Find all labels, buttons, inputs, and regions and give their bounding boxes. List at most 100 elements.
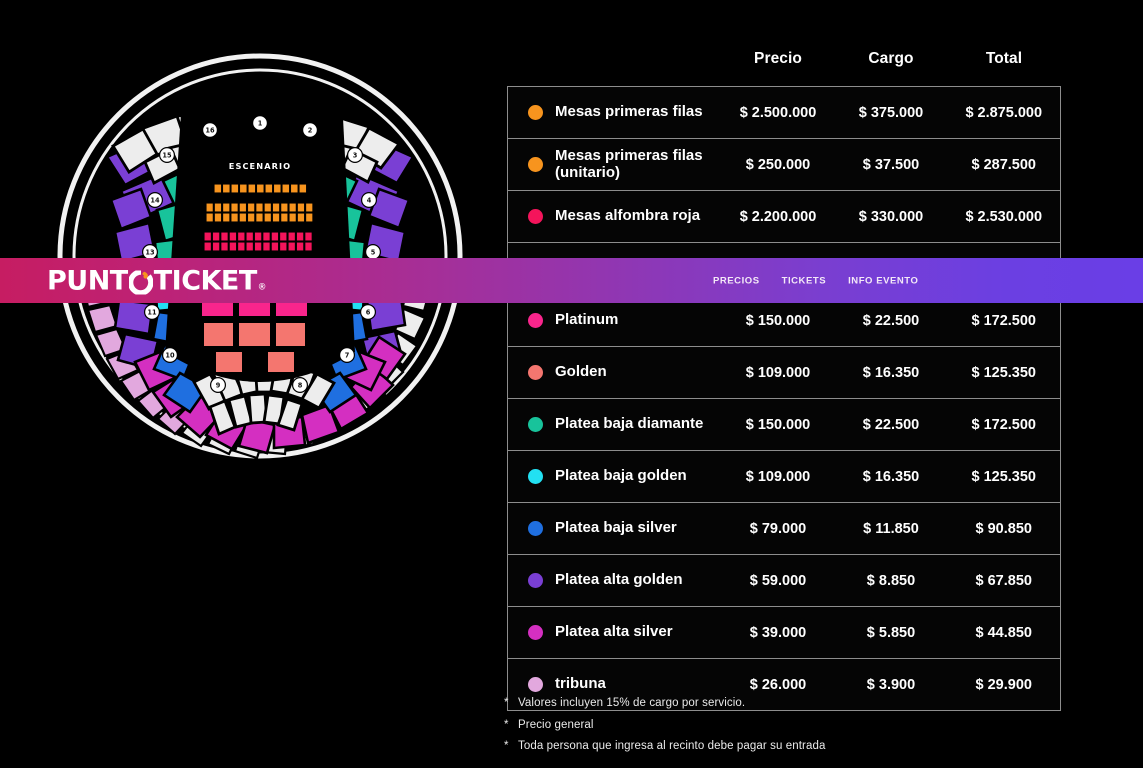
nav-item-precios[interactable]: PRECIOS [713,275,760,286]
row-category-cell: tribuna [507,658,722,711]
row-total-cell: $ 125.350 [947,450,1061,503]
stage-label: ESCENARIO [229,161,292,171]
svg-text:11: 11 [147,309,157,317]
site-banner: PUNT TICKET ® PRECIOS TICKETS INFO EVENTO [0,258,1143,303]
table-header-row: Precio Cargo Total [508,50,1061,87]
zone-color-dot-icon [528,624,543,640]
table-row[interactable]: Mesas primeras filas $ 2.500.000 $ 375.000… [507,86,1061,139]
row-category-cell: Platea alta golden [507,554,722,607]
row-cargo-cell: $ 330.000 [834,190,948,243]
row-total-cell: $ 44.850 [947,606,1061,659]
svg-text:15: 15 [162,152,172,160]
table-row[interactable]: Golden $ 109.000 $ 16.350 $ 125.350 [507,346,1061,399]
row-precio-cell: $ 150.000 [721,398,835,451]
header-cargo: Cargo [868,50,914,67]
row-cargo-cell: $ 3.900 [834,658,948,711]
row-precio-cell: $ 26.000 [721,658,835,711]
zone-label: Mesas primeras filas [555,103,703,121]
header-total: Total [985,50,1023,67]
row-total-cell: $ 125.350 [947,346,1061,399]
zone-color-dot-icon [528,676,543,692]
row-cargo-cell: $ 11.850 [834,502,948,555]
svg-text:8: 8 [298,382,303,390]
zone-color-dot-icon [528,312,543,328]
row-total-cell: $ 2.875.000 [947,86,1061,139]
table-row[interactable]: tribuna $ 26.000 $ 3.900 $ 29.900 [507,658,1061,711]
floor-mesas-alfombra-roja[interactable] [203,231,313,252]
logo-text-part1: PUNT [47,265,128,296]
row-cargo-cell: $ 22.500 [834,398,948,451]
table-row[interactable]: Platea baja golden $ 109.000 $ 16.350 $ 125… [507,450,1061,503]
row-total-cell: $ 287.500 [947,138,1061,191]
table-row[interactable]: Platea alta silver $ 39.000 $ 5.850 $ 44.85… [507,606,1061,659]
floor-mesas-primeras-filas[interactable] [205,183,314,223]
row-category-cell: Golden [507,346,722,399]
row-cargo-cell: $ 16.350 [834,450,948,503]
svg-text:1: 1 [258,120,263,128]
row-precio-cell: $ 109.000 [721,346,835,399]
price-table-head: Precio Cargo Total [508,50,1061,87]
table-row[interactable]: Platea baja diamante $ 150.000 $ 22.500 $ 1… [507,398,1061,451]
footnote: * Toda persona que ingresa al recinto deb… [504,740,1104,752]
row-total-cell: $ 90.850 [947,502,1061,555]
header-category [508,50,722,87]
svg-text:7: 7 [345,352,350,360]
row-total-cell: $ 29.900 [947,658,1061,711]
arena-outer-ring [57,53,463,459]
row-cargo-cell: $ 16.350 [834,346,948,399]
zone-label: Platea alta silver [555,623,673,641]
row-category-cell: Platea baja golden [507,450,722,503]
svg-text:4: 4 [367,197,372,205]
svg-text:14: 14 [150,197,160,205]
zone-color-dot-icon [528,520,543,536]
footnote-text: Valores incluyen 15% de cargo por servic… [518,697,746,709]
row-precio-cell: $ 59.000 [721,554,835,607]
nav-item-info-evento[interactable]: INFO EVENTO [848,275,919,286]
table-row[interactable]: Mesas primeras filas (unitario) $ 250.000… [507,138,1061,191]
price-table-container: Precio Cargo Total Mesas primeras filas $… [507,50,1061,711]
row-total-cell: $ 172.500 [947,398,1061,451]
zone-label: Platea baja diamante [555,415,704,433]
logo-o-flame-icon [127,268,154,296]
stage-dome [197,124,327,170]
row-category-cell: Mesas primeras filas (unitario) [507,138,722,191]
venue-seat-map[interactable]: ESCENARIO [55,52,465,460]
ring-platea-alta[interactable] [105,137,415,455]
banner-nav: PRECIOS TICKETS INFO EVENTO [713,275,918,286]
puntoticket-logo[interactable]: PUNT TICKET ® [47,265,265,296]
row-precio-cell: $ 250.000 [721,138,835,191]
row-cargo-cell: $ 5.850 [834,606,948,659]
row-category-cell: Platea baja silver [507,502,722,555]
table-row[interactable]: Platea alta golden $ 59.000 $ 8.850 $ 67.85… [507,554,1061,607]
footnote: * Precio general [504,719,1104,731]
zone-label: Mesas alfombra roja [555,207,701,225]
table-row[interactable]: Platea baja silver $ 79.000 $ 11.850 $ 90.8… [507,502,1061,555]
footnote-asterisk: * [504,697,509,709]
svg-text:9: 9 [216,382,221,390]
row-cargo-cell: $ 37.500 [834,138,948,191]
zone-color-dot-icon [528,364,543,380]
row-category-cell: Mesas alfombra roja [507,190,722,243]
row-cargo-cell: $ 375.000 [834,86,948,139]
zone-label: Mesas primeras filas (unitario) [555,146,703,181]
footnote: * Valores incluyen 15% de cargo por servi… [504,697,1104,709]
price-table: Precio Cargo Total Mesas primeras filas $… [507,50,1061,711]
row-category-cell: Platea alta silver [507,606,722,659]
zone-color-dot-icon [528,468,543,484]
table-row[interactable]: Mesas alfombra roja $ 2.200.000 $ 330.000 $… [507,190,1061,243]
row-category-cell: Mesas primeras filas [507,86,722,139]
zone-color-dot-icon [528,416,543,432]
seat-map-svg[interactable]: ESCENARIO [55,52,465,460]
floor-golden[interactable] [202,321,307,374]
price-table-body: Mesas primeras filas $ 2.500.000 $ 375.000… [507,86,1061,711]
row-cargo-cell: $ 8.850 [834,554,948,607]
nav-item-tickets[interactable]: TICKETS [781,275,827,286]
zone-color-dot-icon [528,572,543,588]
section-number-badges[interactable]: 1 2 3 4 5 6 7 [141,114,382,394]
footnote-text: Precio general [518,718,594,731]
row-total-cell: $ 2.530.000 [947,190,1061,243]
zone-label: Platea baja silver [555,519,677,537]
row-precio-cell: $ 2.200.000 [721,190,835,243]
svg-text:16: 16 [205,127,215,135]
